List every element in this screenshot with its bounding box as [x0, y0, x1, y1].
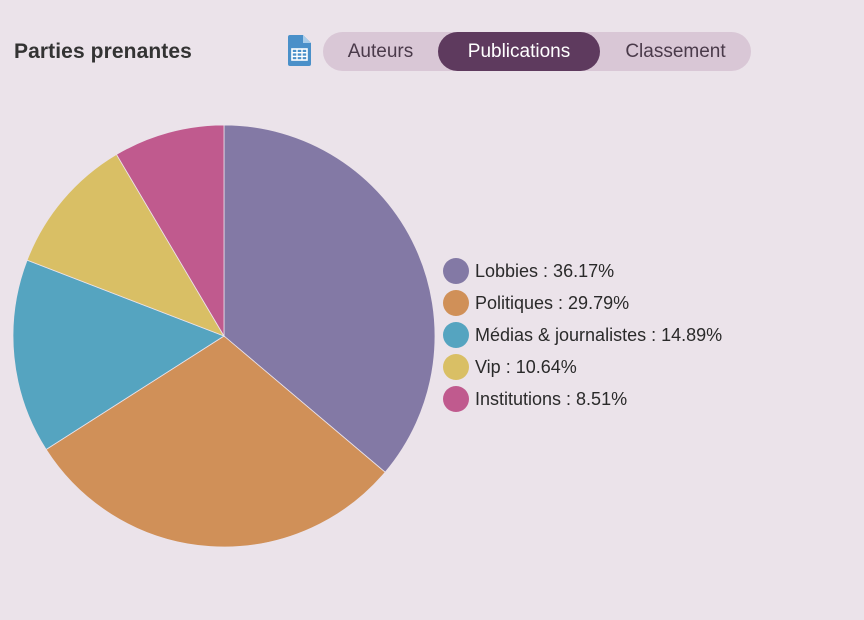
legend-swatch	[443, 322, 469, 348]
pie-slices	[12, 124, 436, 548]
legend-swatch	[443, 354, 469, 380]
chart-legend: Lobbies : 36.17% Politiques : 29.79% Média…	[443, 258, 722, 412]
legend-label[interactable]: Institutions : 8.51%	[475, 389, 627, 409]
tab-auteurs[interactable]: Auteurs	[347, 40, 414, 62]
pie-slice-lobbies[interactable]	[223, 124, 436, 473]
pie-slice-vip[interactable]	[26, 153, 225, 337]
legend-swatch	[443, 386, 469, 412]
pie-slice-m-dias-journalistes[interactable]	[12, 259, 225, 451]
legend-swatch	[443, 258, 469, 284]
pie-slice-politiques[interactable]	[45, 335, 386, 548]
legend-swatch	[443, 290, 469, 316]
legend-label[interactable]: Politiques : 29.79%	[475, 293, 629, 313]
page-title: Parties prenantes	[14, 40, 192, 63]
pie-slice-institutions[interactable]	[115, 124, 225, 338]
legend-label[interactable]: Médias & journalistes : 14.89%	[475, 325, 722, 345]
legend-label[interactable]: Lobbies : 36.17%	[475, 261, 614, 281]
tab-classement[interactable]: Classement	[625, 40, 726, 62]
spreadsheet-icon[interactable]	[288, 35, 311, 66]
tab-publications[interactable]: Publications	[438, 32, 600, 71]
view-tabs: Auteurs Publications Classement	[323, 32, 751, 71]
legend-label[interactable]: Vip : 10.64%	[475, 357, 577, 377]
